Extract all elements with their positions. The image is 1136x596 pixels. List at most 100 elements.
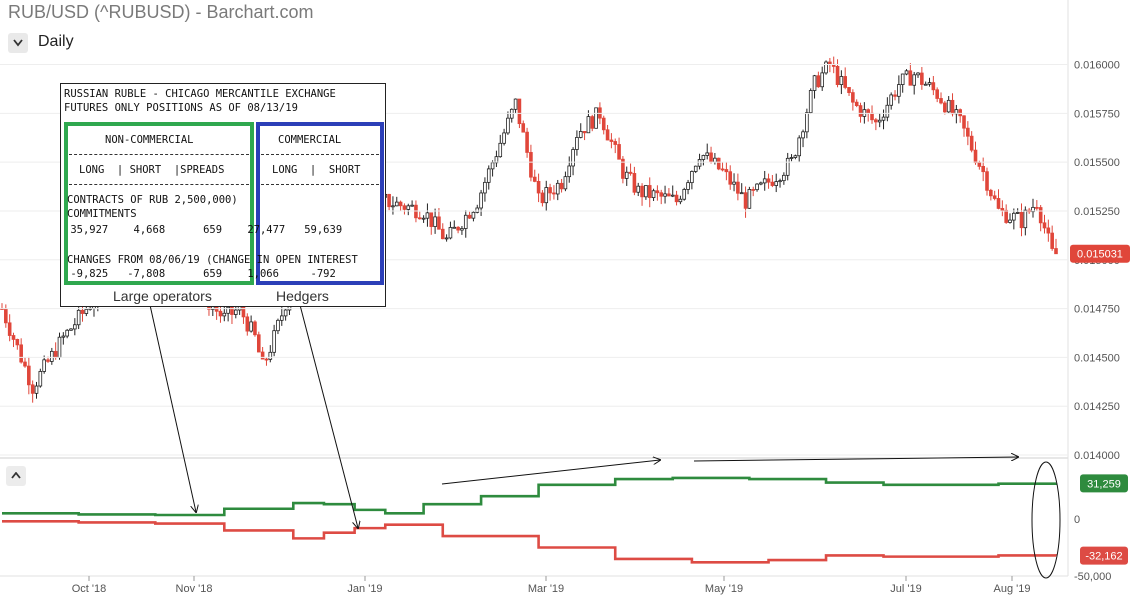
candle-body — [42, 359, 46, 372]
candle-body — [797, 137, 802, 157]
x-tick-label: Jul '19 — [890, 583, 921, 595]
candle-body — [682, 189, 687, 200]
candle-body — [440, 228, 445, 240]
candle-body — [479, 192, 483, 209]
candle-body — [463, 214, 468, 229]
candle-body — [778, 180, 782, 183]
candle-body — [532, 176, 537, 182]
cot-line-1: RUSSIAN RUBLE - CHICAGO MERCANTILE EXCHA… — [64, 88, 336, 100]
candle-body — [437, 216, 441, 230]
candle-body — [912, 74, 916, 86]
candle-body — [889, 94, 893, 106]
candle-body — [647, 185, 652, 199]
x-tick-label: Jan '19 — [347, 583, 382, 595]
candle-body — [851, 92, 855, 103]
chart-title: RUB/USD (^RUBUSD) - Barchart.com — [8, 2, 314, 22]
candle-body — [406, 205, 411, 210]
candle-body — [398, 201, 403, 207]
candle-body — [835, 66, 840, 86]
candle-body — [686, 182, 690, 190]
candle-body — [973, 149, 978, 164]
last-price-label: 0.015031 — [1077, 249, 1123, 261]
candle-body — [801, 131, 805, 139]
candle-body — [828, 61, 832, 65]
candle-body — [713, 157, 717, 163]
candle-body — [50, 350, 54, 362]
candle-body — [471, 211, 476, 219]
cot-line-2: FUTURES ONLY POSITIONS AS OF 08/13/19 — [64, 102, 298, 114]
candle-body — [73, 324, 77, 330]
candle-body — [586, 116, 591, 134]
candle-body — [678, 198, 683, 203]
candle-body — [667, 193, 671, 197]
candle-body — [847, 87, 851, 93]
candle-body — [80, 309, 85, 314]
candle-body — [429, 212, 434, 227]
candle-body — [866, 109, 870, 114]
candle-body — [30, 384, 35, 394]
candle-body — [571, 149, 575, 167]
candle-body — [720, 168, 725, 171]
candle-body — [732, 181, 736, 185]
candle-body — [636, 185, 641, 193]
hedgers-caption: Hedgers — [276, 288, 329, 304]
candle-body — [920, 72, 924, 85]
candle-body — [601, 117, 606, 131]
period-label[interactable]: Daily — [38, 33, 74, 50]
price-tick-label: 0.014000 — [1074, 450, 1120, 462]
cot-value-label: 31,259 — [1087, 478, 1121, 490]
candle-body — [1000, 208, 1005, 211]
candle-body — [939, 98, 943, 104]
candle-body — [644, 185, 648, 198]
candle-body — [525, 131, 529, 153]
period-dropdown-button[interactable] — [8, 33, 28, 53]
candle-body — [1023, 209, 1028, 229]
candle-body — [843, 76, 847, 88]
candle-body — [747, 189, 752, 209]
candle-body — [736, 181, 740, 194]
x-tick-label: May '19 — [705, 583, 743, 595]
candle-body — [460, 228, 464, 231]
chevron-up-icon — [11, 472, 21, 479]
candle-body — [222, 312, 227, 317]
candle-body — [402, 205, 407, 210]
candle-body — [521, 123, 526, 133]
candle-body — [567, 165, 572, 178]
candle-body — [969, 135, 974, 151]
candle-body — [540, 192, 545, 204]
candle-body — [249, 321, 253, 332]
divider — [69, 184, 249, 185]
candle-body — [456, 226, 460, 231]
candle-body — [19, 344, 23, 363]
price-tick-label: 0.016000 — [1074, 60, 1120, 72]
candle-body — [15, 339, 20, 346]
candle-body — [218, 310, 223, 317]
non-commercial-group — [64, 122, 254, 285]
net-short-series-line — [2, 519, 1058, 564]
candle-body — [916, 72, 920, 76]
candle-body — [701, 155, 706, 160]
candle-body — [766, 178, 771, 183]
candle-body — [946, 99, 951, 113]
candle-body — [632, 173, 637, 193]
last-price-badge — [1070, 244, 1130, 263]
commitments-label: COMMITMENTS — [67, 208, 137, 220]
candle-body — [490, 162, 495, 170]
candle-body — [605, 129, 610, 141]
candle-body — [555, 182, 560, 195]
candle-body — [513, 98, 518, 110]
candle-body — [621, 158, 625, 179]
candle-body — [812, 75, 817, 91]
candle-body — [709, 152, 713, 163]
candle-body — [1004, 209, 1008, 223]
x-tick-label: Oct '18 — [72, 583, 107, 595]
panel-collapse-button[interactable] — [6, 466, 26, 486]
candle-body — [624, 171, 629, 179]
candle-body — [1012, 212, 1016, 221]
candle-body — [690, 171, 694, 184]
candle-body — [276, 319, 280, 332]
candle-body — [61, 335, 66, 338]
candle-body — [762, 178, 767, 184]
cot-report-box: RUSSIAN RUBLE - CHICAGO MERCANTILE EXCHA… — [60, 83, 386, 307]
changes-label: CHANGES FROM 08/06/19 (CHANGE IN OPEN IN… — [67, 254, 358, 266]
